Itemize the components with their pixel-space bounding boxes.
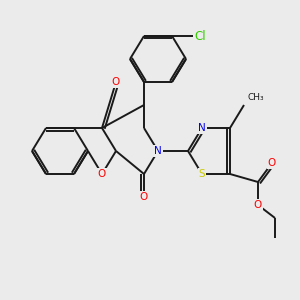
Text: N: N xyxy=(198,123,206,133)
Text: O: O xyxy=(268,158,276,168)
Text: O: O xyxy=(140,192,148,202)
Text: O: O xyxy=(254,200,262,210)
Text: S: S xyxy=(199,169,205,179)
Text: CH₃: CH₃ xyxy=(248,93,265,102)
Text: O: O xyxy=(112,77,120,87)
Text: O: O xyxy=(98,169,106,179)
Text: Cl: Cl xyxy=(194,29,206,43)
Text: N: N xyxy=(154,146,162,156)
